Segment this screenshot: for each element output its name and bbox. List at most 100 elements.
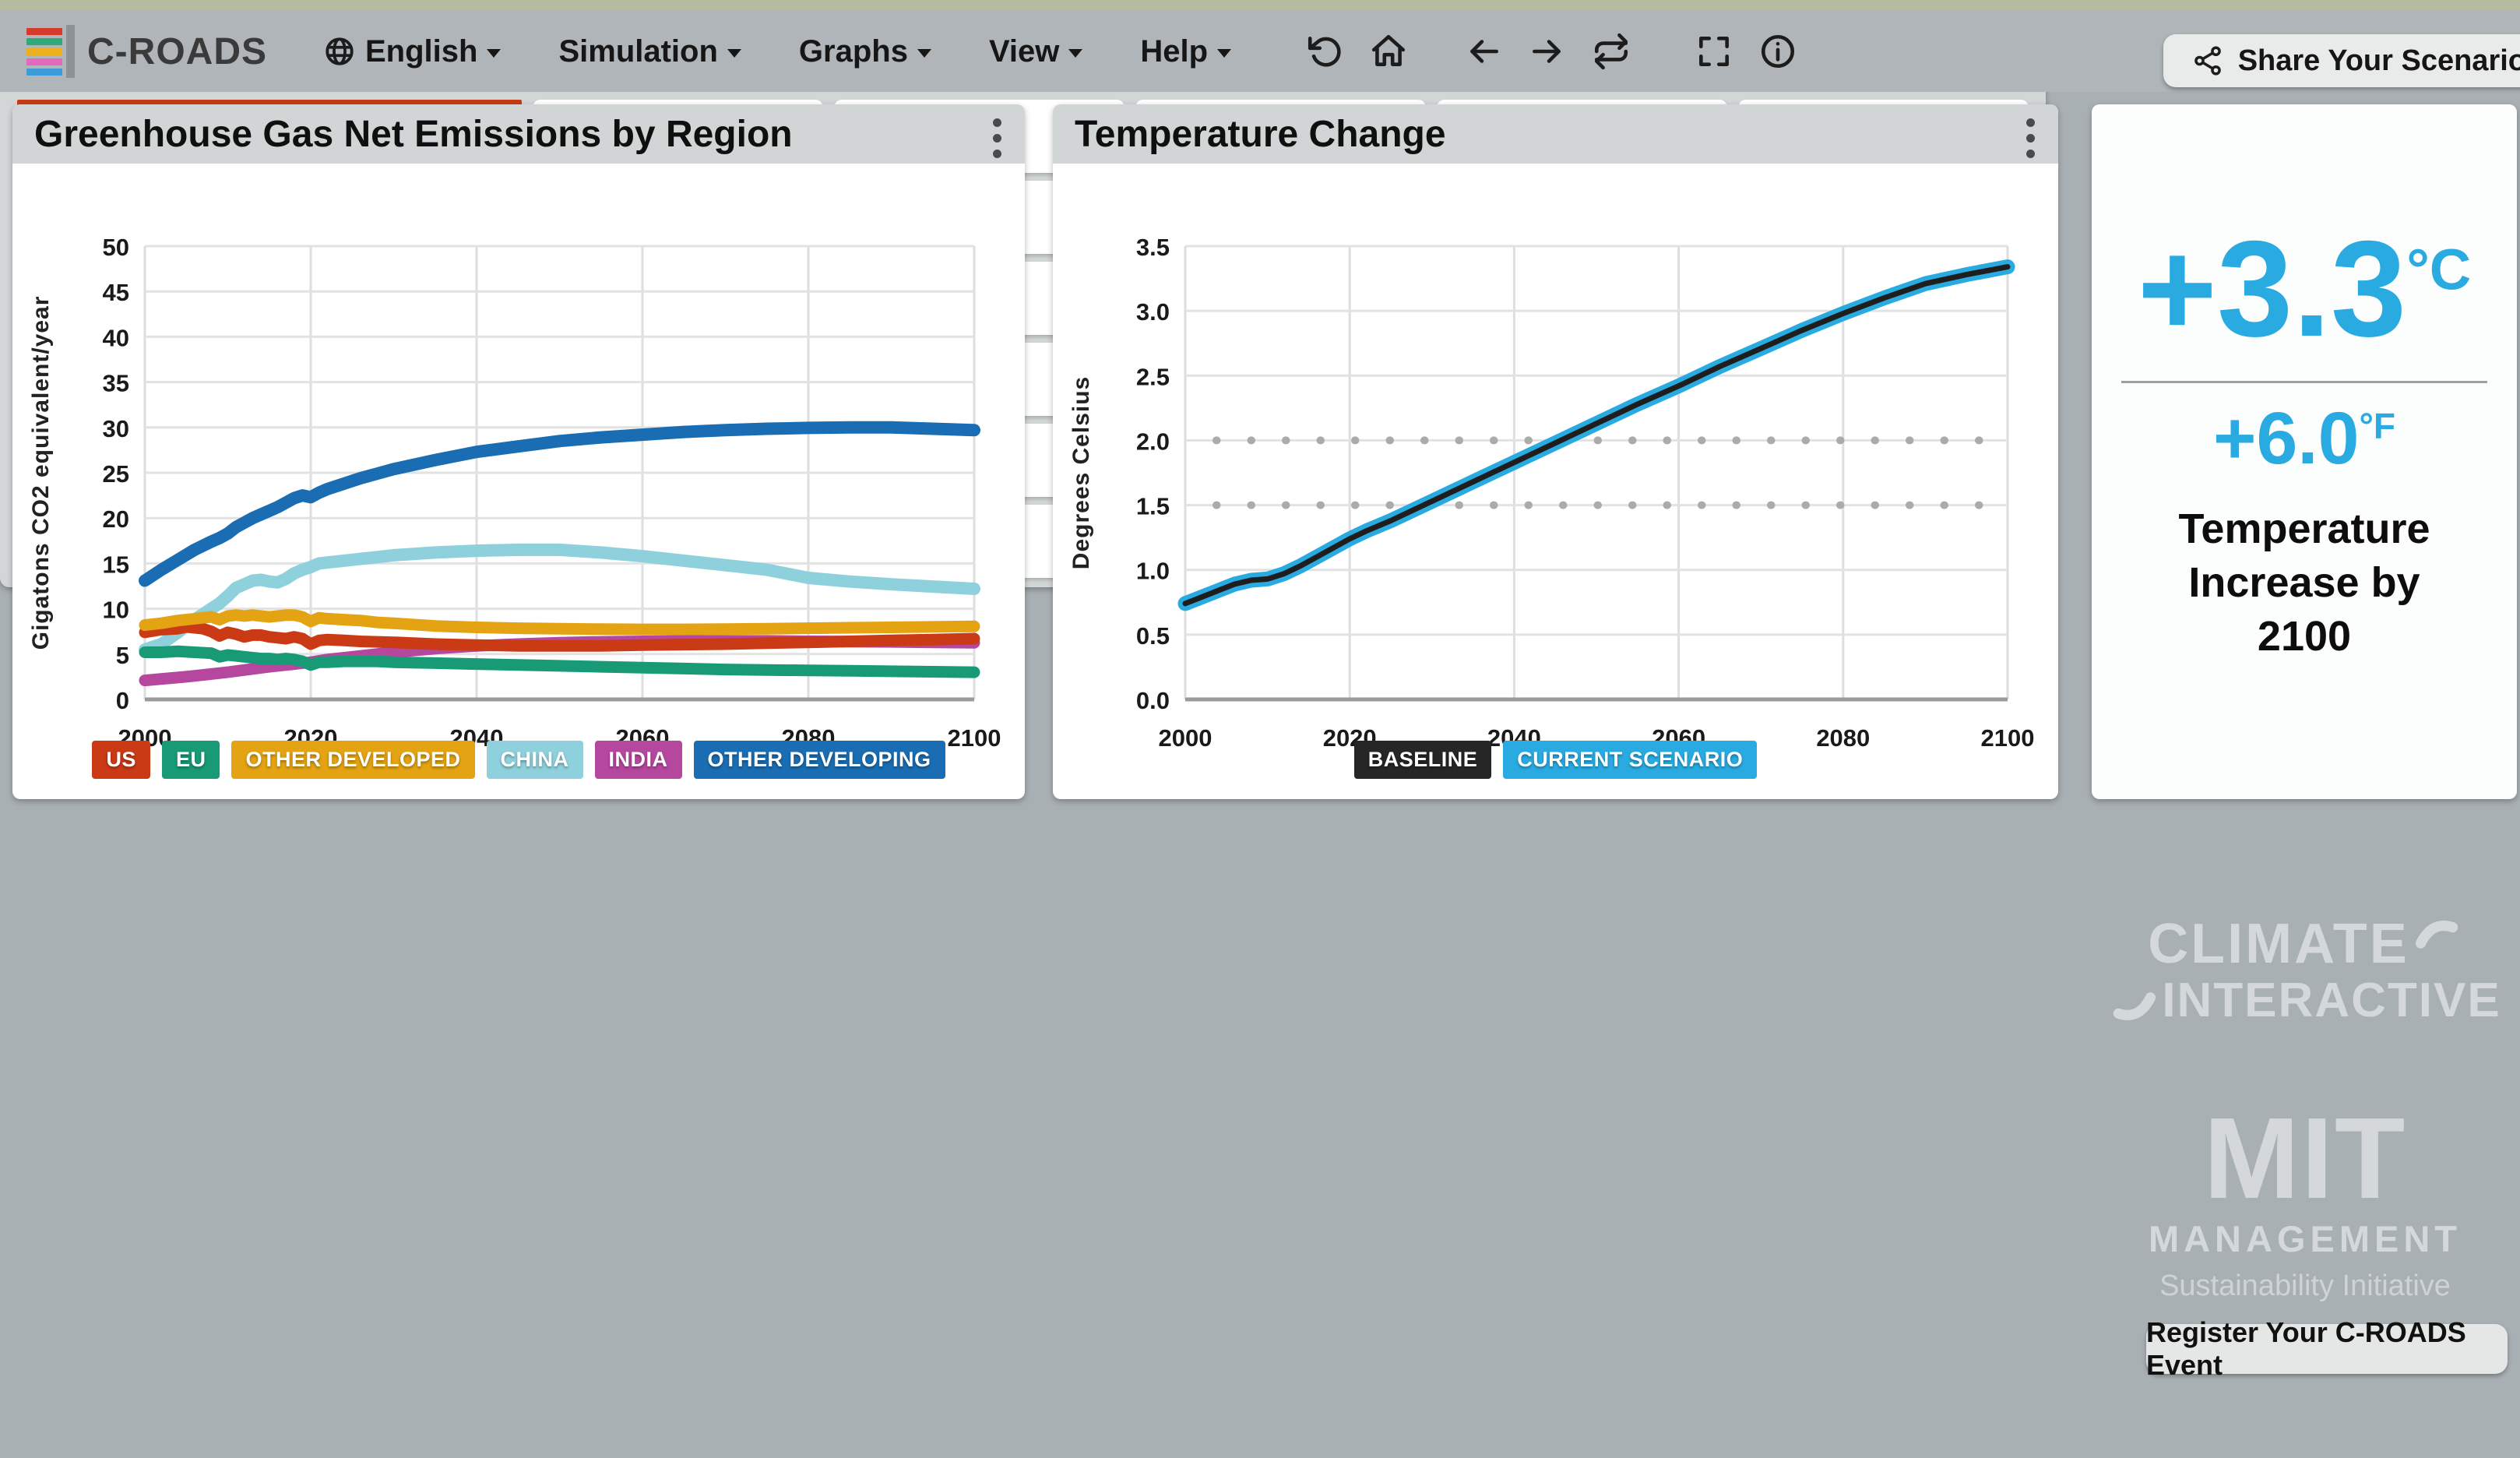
legend-chip: BASELINE bbox=[1353, 741, 1492, 779]
series-china bbox=[139, 543, 980, 656]
svg-text:2100: 2100 bbox=[948, 724, 1001, 752]
menu-label: Help bbox=[1140, 33, 1209, 69]
undo-icon[interactable] bbox=[1305, 32, 1344, 71]
chevron-down-icon bbox=[727, 49, 741, 58]
legend-chip: US bbox=[92, 741, 150, 779]
legend-chip: CURRENT SCENARIO bbox=[1503, 741, 1758, 779]
brand-name: C-ROADS bbox=[87, 30, 267, 72]
legend-chip: OTHER DEVELOPED bbox=[231, 741, 475, 779]
climate-interactive-logo: CLIMATE INTERACTIVE bbox=[2103, 916, 2508, 1025]
repeat-icon[interactable] bbox=[1592, 32, 1631, 71]
fullscreen-icon[interactable] bbox=[1695, 32, 1733, 71]
svg-text:45: 45 bbox=[103, 279, 129, 306]
svg-text:2080: 2080 bbox=[1816, 724, 1870, 752]
curved-arrow-down-icon bbox=[2113, 992, 2156, 1021]
logo-bar-column bbox=[66, 25, 75, 78]
mit-logo: MIT MANAGEMENT Sustainability Initiative bbox=[2103, 1094, 2508, 1303]
menu-graphs[interactable]: Graphs bbox=[799, 34, 931, 69]
logo-color-bar bbox=[26, 58, 62, 65]
svg-text:35: 35 bbox=[103, 370, 129, 397]
legend-chip: EU bbox=[161, 741, 220, 779]
emissions-chart: 2000 2020 2040 2060 2080 21000510152025303540… bbox=[28, 234, 1001, 752]
svg-text:25: 25 bbox=[103, 460, 129, 488]
series-us bbox=[139, 621, 980, 652]
temperature-panel-header: Temperature Change bbox=[1053, 104, 2058, 164]
logo-color-bar bbox=[26, 48, 62, 55]
card-divider bbox=[2121, 381, 2487, 383]
menu-view[interactable]: View bbox=[988, 33, 1083, 69]
emissions-chart-title: Greenhouse Gas Net Emissions by Region bbox=[34, 113, 793, 155]
svg-text:3.5: 3.5 bbox=[1136, 234, 1170, 261]
chevron-down-icon bbox=[487, 49, 502, 58]
legend-chip: CHINA bbox=[486, 741, 583, 779]
temperature-chart-title: Temperature Change bbox=[1075, 113, 1446, 155]
svg-text:2000: 2000 bbox=[1159, 724, 1212, 752]
menu-label: Simulation bbox=[558, 33, 718, 69]
share-label: Share Your Scenario bbox=[2237, 44, 2520, 77]
svg-text:10: 10 bbox=[103, 597, 129, 624]
chevron-down-icon bbox=[1217, 49, 1232, 58]
svg-text:0.5: 0.5 bbox=[1136, 622, 1170, 650]
menu-language[interactable]: English bbox=[323, 33, 502, 69]
temperature-legend: BASELINE CURRENT SCENARIO bbox=[1053, 741, 2058, 779]
forward-arrow-icon[interactable] bbox=[1528, 32, 1567, 71]
window-top-strip bbox=[0, 0, 2520, 11]
menu-label: View bbox=[988, 33, 1060, 69]
series-other-developing bbox=[139, 421, 980, 587]
celsius-value: +3.3°C bbox=[2137, 213, 2472, 365]
logo-color-bar bbox=[26, 37, 62, 45]
series-baseline bbox=[1182, 264, 2011, 607]
svg-text:0.0: 0.0 bbox=[1136, 687, 1170, 714]
menu-help[interactable]: Help bbox=[1140, 33, 1232, 69]
chevron-down-icon bbox=[917, 49, 931, 58]
svg-text:0: 0 bbox=[116, 687, 129, 714]
series-current-scenario bbox=[1177, 259, 2015, 611]
globe-icon bbox=[323, 35, 356, 68]
svg-text:2.0: 2.0 bbox=[1136, 428, 1170, 455]
svg-text:Degrees Celsius: Degrees Celsius bbox=[1068, 376, 1094, 569]
svg-text:1.0: 1.0 bbox=[1136, 558, 1170, 585]
kebab-menu-icon[interactable] bbox=[2023, 115, 2038, 161]
menu-simulation[interactable]: Simulation bbox=[558, 34, 741, 69]
series-other-developed bbox=[139, 609, 980, 636]
info-icon[interactable] bbox=[1758, 32, 1797, 71]
home-icon[interactable] bbox=[1369, 32, 1408, 71]
mit-management-text: MANAGEMENT bbox=[2148, 1217, 2462, 1259]
temperature-increase-card: +3.3°C +6.0°F Temperature Increase by 21… bbox=[2092, 104, 2517, 799]
series-eu bbox=[139, 645, 980, 678]
ci-logo-line1: CLIMATE bbox=[2148, 913, 2409, 975]
svg-text:40: 40 bbox=[103, 324, 129, 351]
svg-text:1.5: 1.5 bbox=[1136, 493, 1170, 520]
back-arrow-icon[interactable] bbox=[1464, 32, 1503, 71]
temperature-chart-panel: Temperature Change 2000 2020 2040 2060 2080 2… bbox=[1053, 104, 2058, 799]
svg-text:30: 30 bbox=[103, 415, 129, 442]
top-nav-bar: C-ROADS English Simulation Graphs View H… bbox=[0, 11, 2520, 92]
menu-label: Graphs bbox=[798, 33, 908, 69]
card-caption: Temperature Increase by 2100 bbox=[2178, 505, 2430, 660]
croads-logo: C-ROADS bbox=[26, 25, 267, 78]
ci-logo-line2: INTERACTIVE bbox=[2162, 974, 2501, 1027]
svg-text:2.5: 2.5 bbox=[1136, 363, 1170, 390]
legend-chip: OTHER DEVELOPING bbox=[693, 741, 945, 779]
svg-text:15: 15 bbox=[103, 551, 129, 578]
svg-text:50: 50 bbox=[103, 234, 129, 261]
svg-text:Gigatons CO2 equivalent/year: Gigatons CO2 equivalent/year bbox=[28, 296, 54, 650]
kebab-menu-icon[interactable] bbox=[990, 115, 1005, 161]
menu-label: English bbox=[365, 33, 478, 69]
fahrenheit-value: +6.0°F bbox=[2212, 397, 2396, 480]
croads-logo-icon bbox=[26, 25, 75, 78]
share-icon bbox=[2194, 46, 2221, 76]
emissions-legend: US EU OTHER DEVELOPED CHINA INDIA OTHER DEVEL… bbox=[12, 741, 1025, 779]
register-event-button[interactable]: Register Your C-ROADS Event bbox=[2146, 1316, 2508, 1381]
legend-chip: INDIA bbox=[594, 741, 682, 779]
celsius-unit: °C bbox=[2406, 237, 2472, 302]
share-scenario-button[interactable]: Share Your Scenario bbox=[2163, 34, 2520, 87]
svg-text:20: 20 bbox=[103, 505, 129, 533]
fahrenheit-unit: °F bbox=[2359, 405, 2396, 446]
svg-text:3.0: 3.0 bbox=[1136, 298, 1170, 326]
nav-menus: English Simulation Graphs View Help bbox=[323, 33, 1232, 69]
mit-logo-text: MIT bbox=[2203, 1094, 2407, 1223]
chevron-down-icon bbox=[1068, 49, 1083, 58]
nav-toolbar bbox=[1305, 32, 1822, 71]
